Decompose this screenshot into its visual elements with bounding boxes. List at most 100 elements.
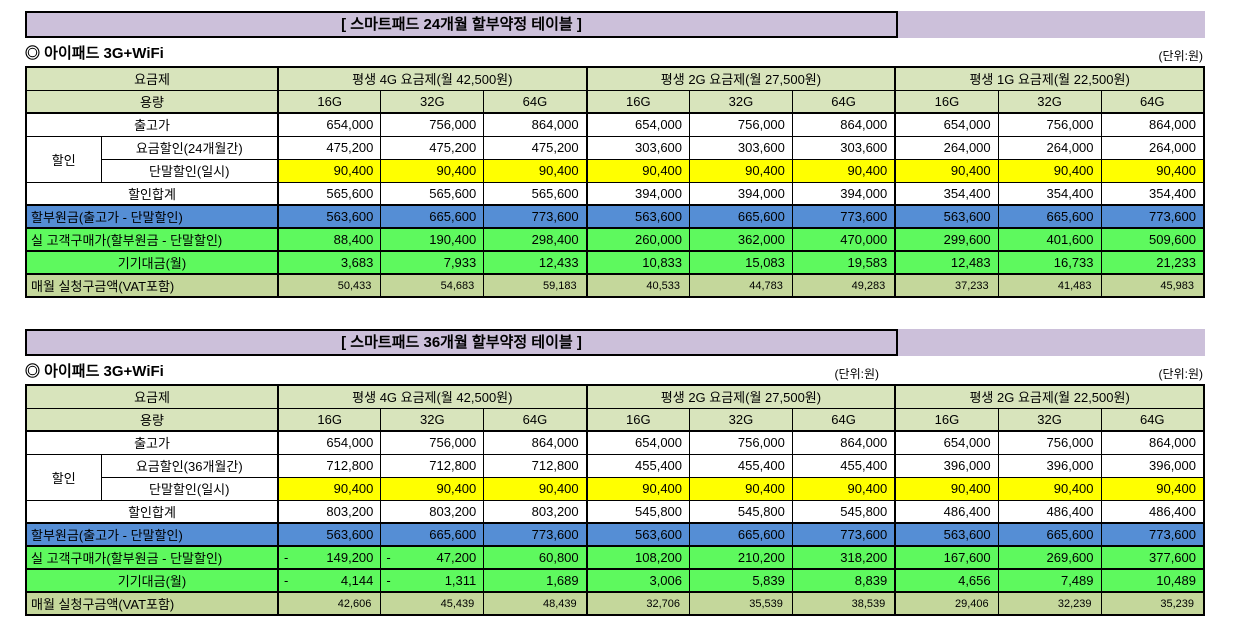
value-cell: 19,583 [791,250,897,275]
value-cell: 565,600 [380,181,485,206]
value-cell: 90,400 [277,476,382,501]
value-cell: 362,000 [689,227,793,252]
value-cell: 654,000 [894,112,999,137]
value-cell: 303,600 [689,135,793,160]
value-cell: 108,200 [586,545,691,570]
installment-table-24m: 요금제 평생 4G 요금제(월 42,500원) 평생 2G 요금제(월 27,50… [25,66,1205,298]
plan-header-cell: 평생 2G 요금제(월 22,500원) [894,384,1205,409]
value-cell: 756,000 [689,112,793,137]
capacity-header-cell: 32G [689,89,793,114]
value-cell: 5,839 [689,568,793,593]
value-cell: 38,539 [791,591,897,616]
plan-row-label: 요금제 [25,384,280,409]
value-cell: 545,800 [791,499,897,524]
subtitle-row-36m: ◎ 아이패드 3G+WiFi (단위:원) (단위:원) [25,356,1205,384]
value-cell: 396,000 [894,453,999,478]
value-cell: 475,200 [277,135,382,160]
value-cell: 455,400 [791,453,897,478]
value-cell: 7,933 [380,250,485,275]
value-cell: 54,683 [380,273,485,298]
value-cell: 90,400 [483,158,588,183]
value-cell: 803,200 [483,499,588,524]
capacity-header-cell: 32G [380,89,485,114]
table-row: 할인합계 803,200 803,200 803,200 545,800 545,800 5… [25,499,1205,524]
table-row: 기기대금(월) -4,144-1,311 1,689 3,006 5,839 8,839 4… [25,568,1205,593]
plan-header-cell: 평생 4G 요금제(월 42,500원) [277,384,588,409]
value-cell: 455,400 [689,453,793,478]
value-cell: 90,400 [380,476,485,501]
value-cell: 712,800 [277,453,382,478]
value-cell: 864,000 [1100,430,1205,455]
value-cell: 545,800 [586,499,691,524]
value-cell: 354,400 [997,181,1102,206]
value-cell: 654,000 [894,430,999,455]
value-cell: 41,483 [997,273,1102,298]
value-cell: 88,400 [277,227,382,252]
title-bar-24m: [ 스마트패드 24개월 할부약정 테이블 ] [25,11,1205,38]
value-cell: 37,233 [894,273,999,298]
value-cell: 773,600 [791,204,897,229]
value-cell: 486,400 [997,499,1102,524]
value-cell: - 149,200 [277,545,382,570]
value-cell: 401,600 [997,227,1102,252]
row-label-cell: 실 고객구매가(할부원금 - 단말할인) [25,545,280,570]
value-cell: 45,439 [380,591,485,616]
discount-group-cell: 할인 [25,135,102,183]
value-cell: 394,000 [791,181,897,206]
value-cell: 394,000 [586,181,691,206]
capacity-row-label: 용량 [25,407,280,432]
cell-value: 4,144 [340,573,374,588]
value-cell: 90,400 [380,158,485,183]
plan-header-row: 요금제 평생 4G 요금제(월 42,500원) 평생 2G 요금제(월 27,50… [25,66,1205,91]
discount-group-cell: 할인 [25,453,102,501]
capacity-header-row: 용량 16G 32G 64G 16G 32G 64G 16G 32G 64G [25,89,1205,114]
capacity-header-cell: 16G [277,407,382,432]
value-cell: 7,489 [997,568,1102,593]
value-cell: 756,000 [689,430,793,455]
value-cell: 654,000 [586,112,691,137]
plan-header-row: 요금제 평생 4G 요금제(월 42,500원) 평생 2G 요금제(월 27,50… [25,384,1205,409]
device-subtitle: ◎ 아이패드 3G+WiFi [25,363,164,380]
value-cell: 756,000 [997,112,1102,137]
value-cell: 394,000 [689,181,793,206]
value-cell: 60,800 [483,545,588,570]
value-cell: 21,233 [1100,250,1205,275]
unit-label: (단위:원) [1158,367,1203,381]
value-cell: 773,600 [1100,204,1205,229]
value-cell: 303,600 [586,135,691,160]
value-cell: 45,983 [1100,273,1205,298]
table-row: 단말할인(일시) 90,400 90,400 90,400 90,400 90,400 90… [26,476,1205,501]
value-cell: 15,083 [689,250,793,275]
row-label-cell: 할인합계 [25,181,280,206]
value-cell: 90,400 [586,158,691,183]
value-cell: 712,800 [380,453,485,478]
value-cell: 475,200 [483,135,588,160]
value-cell: 303,600 [791,135,897,160]
value-cell: 59,183 [483,273,588,298]
negative-sign: - [284,550,289,565]
capacity-header-cell: 16G [894,89,999,114]
table-row: 할부원금(출고가 - 단말할인) 563,600 665,600 773,600 563… [25,522,1205,547]
value-cell: 563,600 [894,204,999,229]
value-cell: 377,600 [1100,545,1205,570]
value-cell: 12,483 [894,250,999,275]
value-cell: 864,000 [483,430,588,455]
plan-header-cell: 평생 2G 요금제(월 27,500원) [586,66,897,91]
row-label-cell: 기기대금(월) [25,250,280,275]
value-cell: 545,800 [689,499,793,524]
value-cell: 864,000 [483,112,588,137]
value-cell: 665,600 [380,204,485,229]
table-row: 출고가 654,000 756,000 864,000 654,000 756,000 86… [25,112,1205,137]
value-cell: 563,600 [277,522,382,547]
table-row: 할인합계 565,600 565,600 565,600 394,000 394,000 3… [25,181,1205,206]
table-row: 실 고객구매가(할부원금 - 단말할인) -149,200-47,200 60,80… [25,545,1205,570]
negative-sign: - [386,550,391,565]
value-cell: 3,006 [586,568,691,593]
value-cell: 42,606 [277,591,382,616]
value-cell: 396,000 [997,453,1102,478]
value-cell: 563,600 [277,204,382,229]
plan-row-label: 요금제 [25,66,280,91]
table-row: 할인 요금할인(24개월간) 475,200 475,200 475,200 303,60… [25,135,1205,183]
device-subtitle: ◎ 아이패드 3G+WiFi [25,45,164,62]
